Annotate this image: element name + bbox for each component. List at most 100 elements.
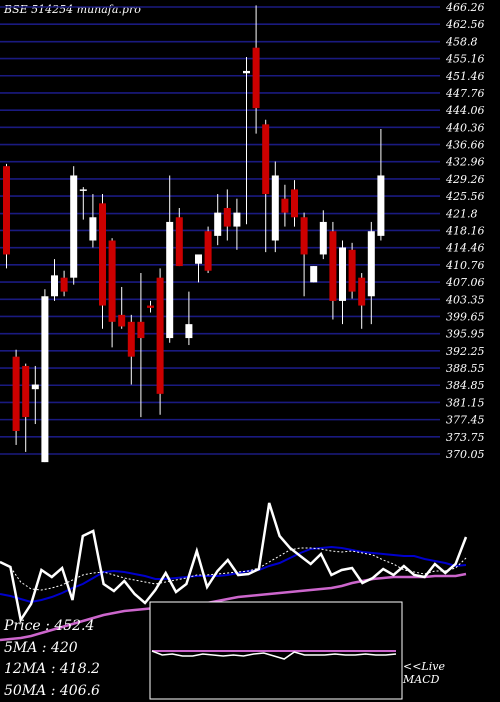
candle (128, 315, 135, 385)
y-tick-label: 388.55 (446, 362, 485, 375)
candle-body-up (70, 175, 77, 277)
candle-body-down (128, 322, 135, 357)
candle-body-up (310, 266, 317, 282)
y-tick-label: 403.35 (445, 293, 485, 306)
ma12-stat: 12MA : 418.2 (4, 659, 100, 681)
candle-body-up (377, 175, 384, 235)
candle (358, 273, 365, 329)
candle (301, 213, 308, 297)
candles (3, 5, 384, 462)
candle-body-up (185, 324, 192, 338)
candle-body-up (233, 213, 240, 227)
candle (70, 166, 77, 284)
y-tick-label: 395.95 (446, 328, 485, 341)
candle (3, 164, 10, 269)
candle (80, 187, 87, 220)
y-tick-label: 410.76 (445, 259, 485, 272)
candle-body-down (224, 208, 231, 227)
y-tick-label: 381.15 (446, 396, 485, 409)
y-tick-label: 432.96 (445, 156, 485, 169)
candle (147, 301, 154, 313)
candle-body-down (13, 357, 20, 431)
y-tick-label: 429.26 (445, 173, 485, 186)
candle-body-up (195, 254, 202, 263)
y-tick-label: 425.56 (445, 190, 485, 203)
y-tick-label: 440.36 (445, 121, 485, 134)
y-tick-label: 399.65 (446, 310, 485, 323)
candle (109, 238, 116, 347)
candle (137, 273, 144, 417)
candle (41, 289, 48, 462)
y-tick-label: 462.56 (445, 18, 485, 31)
candle (243, 57, 250, 224)
candle-body-up (272, 175, 279, 240)
candle (99, 194, 106, 329)
y-tick-label: 377.45 (446, 414, 485, 427)
ma5-stat: 5MA : 420 (4, 638, 100, 660)
candle (368, 222, 375, 324)
y-tick-label: 436.66 (445, 139, 485, 152)
candle-body-down (176, 217, 183, 266)
candle (349, 243, 356, 299)
candle (22, 364, 29, 452)
candle (118, 287, 125, 329)
candle-body-up (339, 247, 346, 300)
candle (281, 185, 288, 227)
candle-body-down (281, 199, 288, 213)
price-chart: 466.26462.56458.8455.16451.46447.76444.0… (0, 0, 500, 465)
y-tick-label: 466.26 (445, 1, 485, 14)
y-tick-label: 418.16 (445, 224, 485, 237)
y-tick-label: 392.25 (446, 345, 485, 358)
y-tick-label: 373.75 (446, 431, 485, 444)
candle (205, 227, 212, 273)
candle (320, 210, 327, 259)
ma-stats: Price : 452.4 5MA : 420 12MA : 418.2 50M… (4, 616, 100, 702)
candle (176, 208, 183, 266)
y-tick-label: 455.16 (445, 53, 485, 66)
candle (224, 189, 231, 240)
y-tick-label: 458.8 (445, 36, 478, 49)
candle-body-up (32, 385, 39, 390)
y-tick-label: 447.76 (445, 87, 485, 100)
candle-body-up (368, 231, 375, 296)
candle-body-down (99, 203, 106, 305)
y-tick-label: 407.06 (445, 276, 485, 289)
candle (329, 222, 336, 320)
macd-label: MACD (403, 673, 445, 686)
candle-body-down (109, 241, 116, 322)
candle-body-up (214, 213, 221, 236)
candle-body-down (349, 250, 356, 292)
candle-body-up (51, 275, 58, 296)
candle-body-up (166, 222, 173, 338)
candle (233, 199, 240, 250)
candle-body-down (329, 231, 336, 301)
candle (157, 268, 164, 414)
candle-body-down (301, 217, 308, 254)
candle (195, 254, 202, 282)
candle (166, 175, 173, 342)
y-axis-ticks: 466.26462.56458.8455.16451.46447.76444.0… (445, 1, 485, 461)
macd-panel (150, 602, 402, 699)
y-tick-label: 384.85 (446, 379, 485, 392)
ma50-stat: 50MA : 406.6 (4, 681, 100, 702)
y-tick-label: 414.46 (445, 242, 485, 255)
candle-body-down (253, 48, 260, 108)
candle-body-down (147, 306, 154, 308)
candle (61, 271, 68, 297)
candle (310, 266, 317, 282)
candle-body-down (157, 278, 164, 394)
candle-body-up (41, 296, 48, 462)
y-tick-label: 421.8 (445, 208, 478, 221)
candle-body-up (243, 71, 250, 73)
candle-body-up (89, 217, 96, 240)
candle (214, 194, 221, 245)
candle-body-down (61, 278, 68, 292)
candle (89, 194, 96, 247)
candle-body-down (262, 124, 269, 194)
candle-body-down (118, 315, 125, 327)
candle (13, 350, 20, 445)
y-tick-label: 444.06 (445, 104, 485, 117)
live-label: <<Live (403, 660, 445, 673)
live-macd-label: <<Live MACD (403, 660, 445, 686)
candle-body-down (137, 322, 144, 338)
